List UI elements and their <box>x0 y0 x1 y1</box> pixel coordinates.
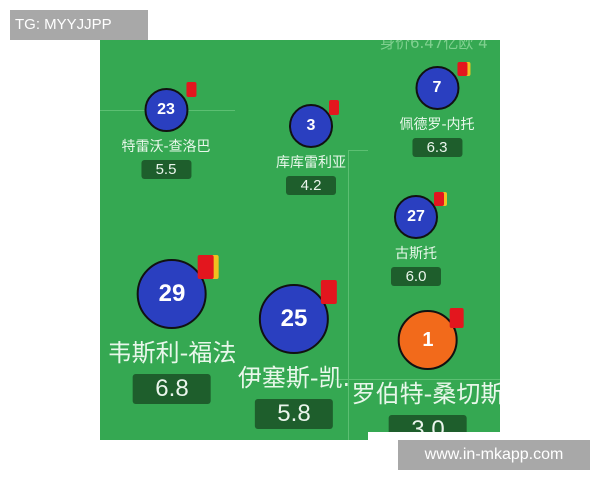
player-rating: 5.8 <box>254 399 333 429</box>
market-value-note: 身价6.47亿欧 4 <box>380 40 488 52</box>
player-card[interactable]: 27 古斯托 6.0 <box>391 192 447 286</box>
player-card[interactable]: 25 伊塞斯-凯. 5.8 <box>237 280 351 429</box>
player-number-badge: 25 <box>258 280 337 354</box>
player-number-badge: 23 <box>144 82 196 132</box>
player-rating: 5.5 <box>141 160 191 179</box>
player-number-badge: 27 <box>394 192 447 239</box>
player-name: 罗伯特-桑切斯 <box>351 380 500 408</box>
player-name: 特雷沃-查洛巴 <box>121 139 211 155</box>
watermark-top-label: TG: MYYJJPP <box>10 10 148 40</box>
player-number-badge: 3 <box>289 100 339 148</box>
pitch-line <box>335 379 500 380</box>
red-card-icon <box>186 82 196 97</box>
player-name: 库库雷利亚 <box>276 155 346 171</box>
player-rating: 6.0 <box>391 267 441 286</box>
red-card-icon <box>434 192 444 206</box>
pitch: 身价6.47亿欧 4 23 特雷沃-查洛巴 5.5 3 库库雷利亚 4.2 7 … <box>100 40 500 440</box>
red-card-icon <box>449 308 464 328</box>
player-card[interactable]: 3 库库雷利亚 4.2 <box>276 100 346 195</box>
player-rating: 6.8 <box>132 374 211 404</box>
player-number-badge: 1 <box>397 308 464 370</box>
watermark-url: www.in-mkapp.com <box>398 440 590 470</box>
player-card[interactable]: 29 韦斯利-福法 6.8 <box>107 255 237 404</box>
player-name: 古斯托 <box>395 246 437 262</box>
red-card-icon <box>320 280 337 304</box>
red-card-icon <box>329 100 339 115</box>
player-rating: 4.2 <box>286 176 336 195</box>
pitch-line <box>348 150 368 151</box>
player-rating: 6.3 <box>412 138 462 157</box>
player-card[interactable]: 7 佩德罗-内托 6.3 <box>399 62 475 157</box>
player-number-badge: 7 <box>415 62 470 110</box>
player-card[interactable]: 23 特雷沃-查洛巴 5.5 <box>121 82 211 179</box>
pitch-line <box>348 150 349 440</box>
player-name: 佩德罗-内托 <box>399 117 475 133</box>
red-card-icon <box>457 62 467 76</box>
player-name: 伊塞斯-凯. <box>237 364 351 392</box>
white-patch <box>368 432 500 440</box>
red-card-icon <box>197 255 214 279</box>
player-card-goalkeeper[interactable]: 1 罗伯特-桑切斯 3.0 <box>351 308 500 440</box>
player-number-badge: 29 <box>136 255 219 329</box>
player-name: 韦斯利-福法 <box>107 339 237 367</box>
